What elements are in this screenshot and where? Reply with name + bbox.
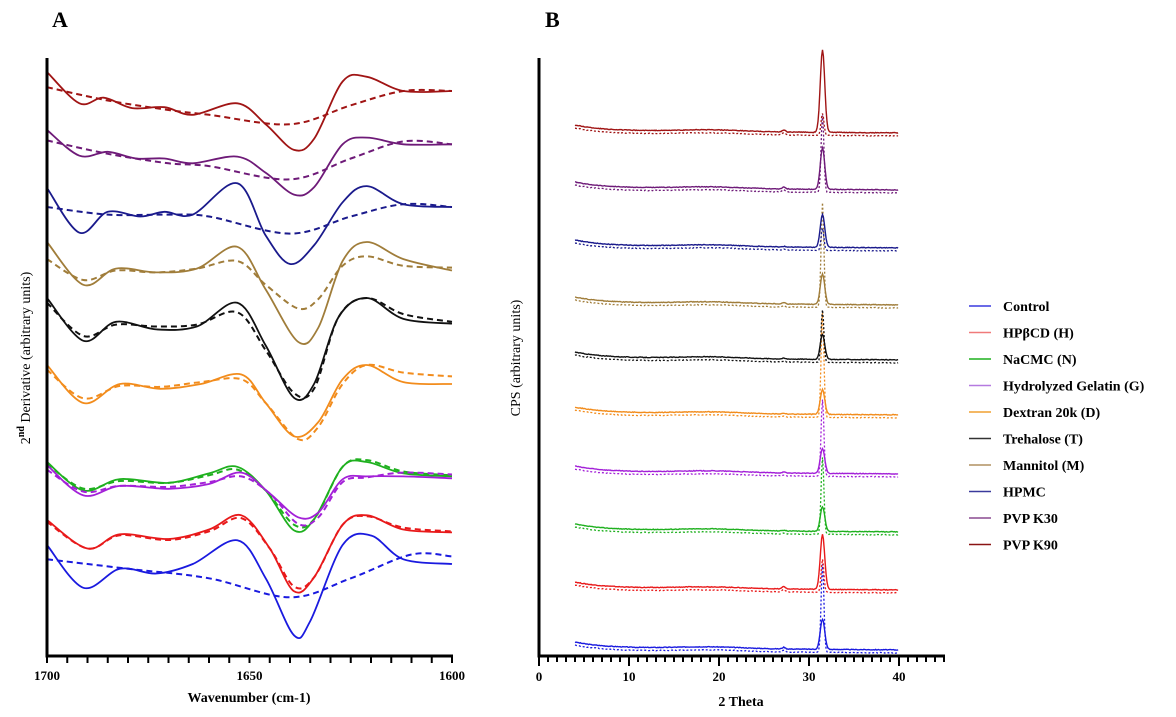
b-dotted-hp-cd-h xyxy=(574,559,899,594)
a-dashed-pvp-k90 xyxy=(46,86,453,126)
b-solid-trehalose-t xyxy=(574,333,899,361)
a-tick-label: 1600 xyxy=(439,668,465,683)
legend-label: NaCMC (N) xyxy=(1003,353,1077,368)
b-solid-hp-cd-h xyxy=(574,534,899,591)
legend-item-pvp-k30: PVP K30 xyxy=(969,512,1058,527)
legend-label: Mannitol (M) xyxy=(1003,459,1085,474)
legend-label: PVP K30 xyxy=(1003,512,1058,527)
b-dotted-hydrolyzed-gelatin-g xyxy=(574,399,899,478)
b-solid-mannitol-m xyxy=(574,271,899,306)
legend-item-control: Control xyxy=(969,300,1050,315)
b-solid-control xyxy=(574,617,899,651)
panel-b-x-title: 2 Theta xyxy=(718,695,763,710)
b-tick-label: 0 xyxy=(536,669,543,684)
legend-item-hydrolyzed-gelatin-g: Hydrolyzed Gelatin (G) xyxy=(969,380,1145,395)
a-solid-hpmc xyxy=(46,182,453,265)
y-title-rest: Derivative (arbitrary units) xyxy=(19,271,34,426)
panel-b-chart: 0 10 20 30 40 2 Theta CPS (arbitrary units) xyxy=(509,49,945,710)
legend-label: Dextran 20k (D) xyxy=(1003,406,1101,421)
legend: Control HPβCD (H) NaCMC (N) Hydrolyzed Gela… xyxy=(969,300,1145,554)
a-tick-label: 1700 xyxy=(34,668,60,683)
b-dotted-trehalose-t xyxy=(574,309,899,364)
legend-item-dextran-20k-d: Dextran 20k (D) xyxy=(969,406,1101,421)
legend-label: Hydrolyzed Gelatin (G) xyxy=(1003,380,1145,395)
a-solid-hydrolyzed-gelatin-g xyxy=(46,464,453,520)
b-dotted-control xyxy=(574,564,899,654)
legend-label: HPβCD (H) xyxy=(1003,327,1074,342)
b-dotted-dextran-20k-d xyxy=(574,313,899,419)
b-dotted-pvp-k90 xyxy=(574,113,899,137)
a-dashed-nacmc-n xyxy=(46,458,453,529)
a-solid-dextran-20k-d xyxy=(46,364,453,438)
a-dashed-hpmc xyxy=(46,202,453,235)
legend-item-mannitol-m: Mannitol (M) xyxy=(969,459,1085,474)
b-dotted-pvp-k30 xyxy=(574,115,899,194)
panel-a-curves xyxy=(46,71,453,640)
legend-label: HPMC xyxy=(1003,486,1046,501)
panel-a-y-title: 2nd Derivative (arbitrary units) xyxy=(16,271,34,444)
a-tick-label: 1650 xyxy=(237,668,263,683)
b-tick-label: 20 xyxy=(713,669,726,684)
a-solid-mannitol-m xyxy=(46,241,453,346)
panel-b-curves xyxy=(574,49,899,654)
b-solid-nacmc-n xyxy=(574,505,899,533)
y-title-base: 2 xyxy=(19,437,34,444)
legend-item-pvp-k90: PVP K90 xyxy=(969,539,1058,554)
a-dashed-hydrolyzed-gelatin-g xyxy=(46,468,453,527)
b-solid-pvp-k30 xyxy=(574,145,899,191)
b-dotted-nacmc-n xyxy=(574,457,899,536)
b-solid-hydrolyzed-gelatin-g xyxy=(574,447,899,475)
a-solid-hp-cd-h xyxy=(46,513,453,594)
panel-label-b: B xyxy=(545,7,560,32)
legend-label: Trehalose (T) xyxy=(1003,433,1083,448)
legend-label: PVP K90 xyxy=(1003,539,1058,554)
panel-a-ticks: 1700 1650 1600 xyxy=(34,657,465,683)
b-tick-label: 30 xyxy=(803,669,816,684)
panel-b-y-title: CPS (arbitrary units) xyxy=(509,299,524,416)
panel-b-ticks: 0 10 20 30 40 xyxy=(536,657,945,684)
b-tick-label: 40 xyxy=(893,669,906,684)
b-solid-dextran-20k-d xyxy=(574,387,899,416)
panel-label-a: A xyxy=(52,7,68,32)
a-solid-control xyxy=(46,532,453,640)
b-solid-pvp-k90 xyxy=(574,49,899,134)
legend-item-trehalose-t: Trehalose (T) xyxy=(969,433,1083,448)
a-solid-pvp-k30 xyxy=(46,129,453,197)
y-title-sup: nd xyxy=(16,426,27,438)
a-solid-pvp-k90 xyxy=(46,71,453,152)
b-solid-hpmc xyxy=(574,212,899,249)
b-dotted-mannitol-m xyxy=(574,202,899,309)
b-tick-label: 10 xyxy=(623,669,636,684)
legend-item-nacmc-n: NaCMC (N) xyxy=(969,353,1077,368)
legend-item-hpmc: HPMC xyxy=(969,486,1046,501)
panel-a-chart: 1700 1650 1600 Wavenumber (cm-1) 2nd Deriv… xyxy=(16,58,465,706)
legend-item-hp-cd-h: HPβCD (H) xyxy=(969,327,1074,342)
a-dashed-mannitol-m xyxy=(46,255,453,311)
a-solid-trehalose-t xyxy=(46,297,453,402)
a-dashed-pvp-k30 xyxy=(46,139,453,181)
panel-a-x-title: Wavenumber (cm-1) xyxy=(188,691,311,706)
b-dotted-hpmc xyxy=(574,228,899,252)
legend-label: Control xyxy=(1003,300,1050,315)
